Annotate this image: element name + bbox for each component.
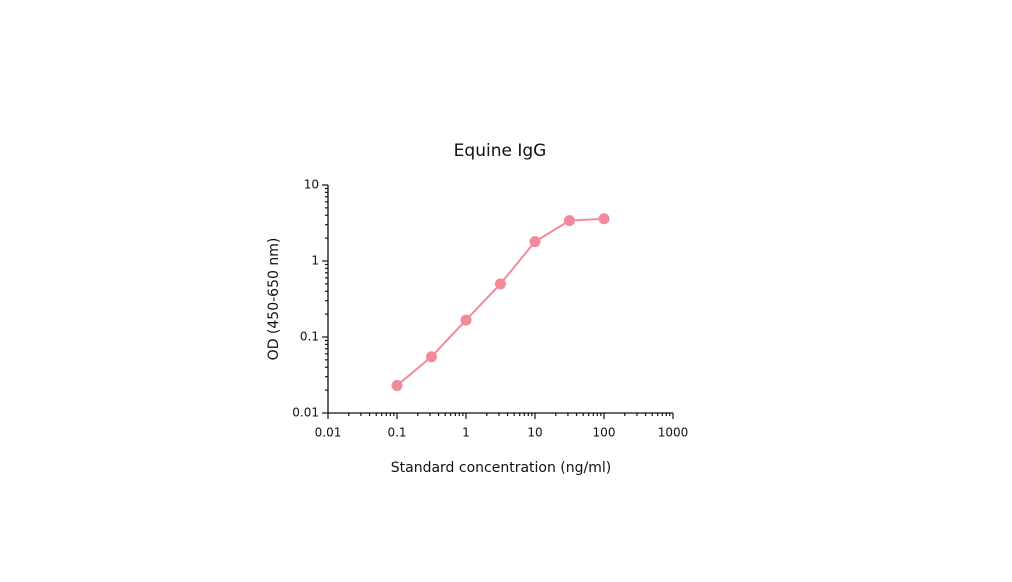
y-tick-label: 10 (304, 178, 319, 192)
y-tick-label: 0.1 (300, 330, 319, 344)
y-tick-label: 0.01 (292, 406, 319, 420)
point (598, 213, 610, 225)
x-tick-label: 0.01 (315, 426, 342, 440)
x-tick-label: 10 (527, 426, 542, 440)
point (494, 278, 506, 290)
x-axis-label: Standard concentration (ng/ml) (391, 460, 611, 476)
chart-title: Equine IgG (454, 141, 547, 161)
y-axis-label: OD (450-650 nm) (266, 238, 282, 361)
point (460, 314, 472, 326)
point (391, 380, 403, 392)
x-tick-label: 1000 (658, 426, 689, 440)
point (563, 215, 575, 227)
y-tick-label: 1 (311, 254, 319, 268)
x-tick-label: 1 (462, 426, 470, 440)
x-tick-label: 100 (593, 426, 616, 440)
x-tick-label: 0.1 (387, 426, 406, 440)
point (425, 351, 437, 363)
point (529, 236, 541, 248)
